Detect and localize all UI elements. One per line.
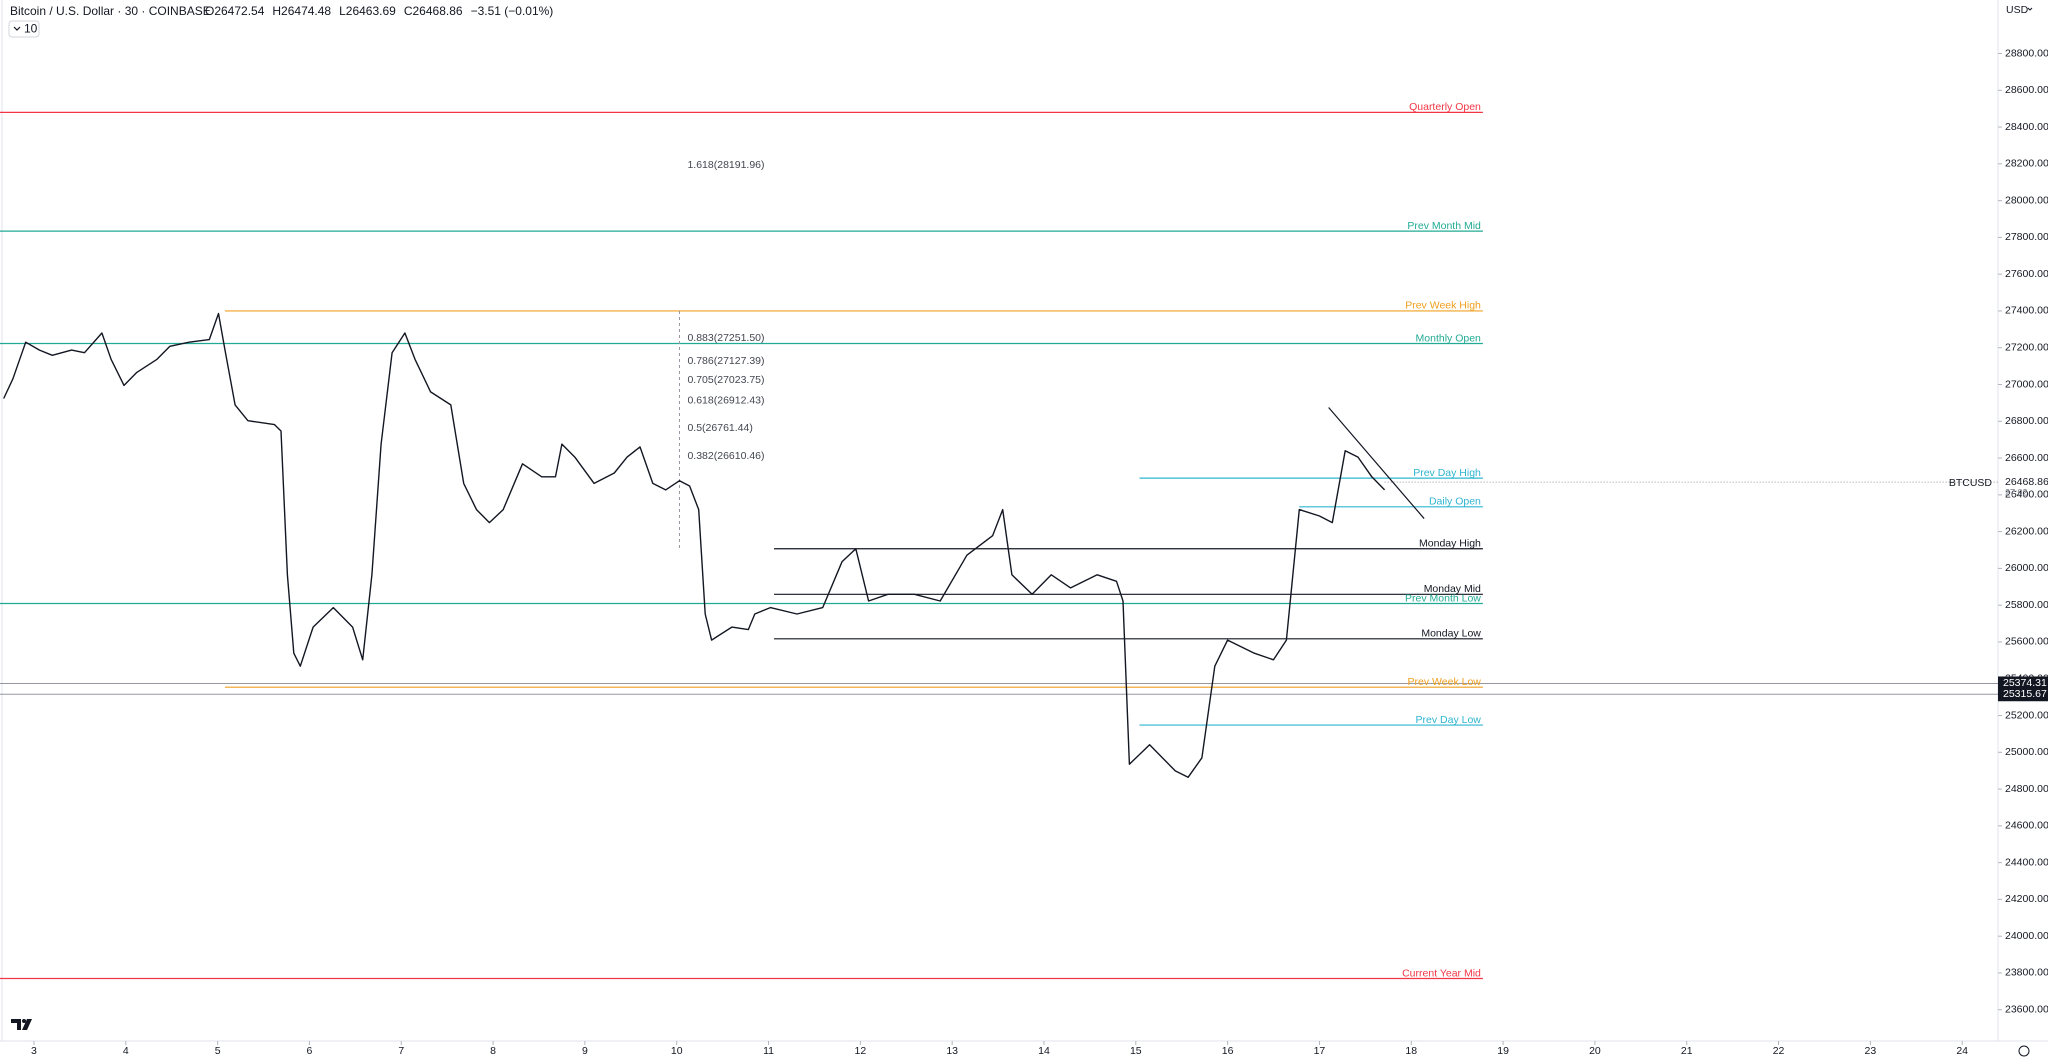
x-tick-label: 22 <box>1773 1045 1785 1057</box>
x-tick-label: 18 <box>1405 1045 1417 1057</box>
symbol-title: Bitcoin / U.S. Dollar · 30 · COINBASE <box>10 4 211 18</box>
y-tick-label: 24400.00 <box>2005 856 2048 868</box>
symbol-label: BTCUSD <box>1949 477 1993 489</box>
y-tick-label: 27600.00 <box>2005 268 2048 280</box>
price-series <box>3 312 1386 778</box>
y-tick-label: 24800.00 <box>2005 783 2048 795</box>
ohlc-value: H26474.48 <box>272 4 331 18</box>
x-tick-label: 13 <box>946 1045 958 1057</box>
level-label: Prev Day Low <box>1416 714 1482 726</box>
price-tag-box <box>1998 687 2048 702</box>
y-tick-label: 24600.00 <box>2005 820 2048 832</box>
x-tick-label: 11 <box>763 1045 774 1057</box>
y-tick-label: 28600.00 <box>2005 84 2048 96</box>
level-label: Prev Week High <box>1405 300 1481 312</box>
y-tick-label: 28800.00 <box>2005 47 2048 59</box>
x-tick-label: 15 <box>1130 1045 1142 1057</box>
x-tick-label: 23 <box>1865 1045 1877 1057</box>
y-tick-label: 27400.00 <box>2005 305 2048 317</box>
level-label: Daily Open <box>1429 496 1481 508</box>
y-tick-label: 28400.00 <box>2005 121 2048 133</box>
y-tick-label: 24200.00 <box>2005 893 2048 905</box>
x-tick-label: 9 <box>582 1045 588 1057</box>
fib-label: 0.5(26761.44) <box>687 422 752 434</box>
logo-shape <box>11 1019 32 1030</box>
x-tick-label: 14 <box>1038 1045 1050 1057</box>
ohlc-value: O26472.54 <box>205 4 265 18</box>
y-tick-label: 23600.00 <box>2005 1004 2048 1016</box>
fib-label: 0.786(27127.39) <box>687 355 764 367</box>
x-tick-label: 5 <box>215 1045 221 1057</box>
trendline <box>1328 407 1425 519</box>
y-tick-label: 26800.00 <box>2005 415 2048 427</box>
level-label: Prev Month Mid <box>1407 220 1481 232</box>
y-tick-label: 27000.00 <box>2005 378 2048 390</box>
y-tick-label: 26000.00 <box>2005 562 2048 574</box>
indicator-count[interactable]: 10 <box>24 22 38 36</box>
fib-label: 1.618(28191.96) <box>687 159 764 171</box>
level-label: Monday Low <box>1421 628 1481 640</box>
level-label: Monday Mid <box>1424 583 1481 595</box>
x-tick-label: 3 <box>31 1045 37 1057</box>
last-price-label: 26468.86 <box>2005 476 2048 488</box>
currency-chevron <box>2027 7 2033 11</box>
settings-icon[interactable] <box>2018 1045 2030 1057</box>
y-tick-label: 26200.00 <box>2005 525 2048 537</box>
y-tick-label: 28000.00 <box>2005 194 2048 206</box>
fib-label: 0.883(27251.50) <box>687 332 764 344</box>
level-label: Current Year Mid <box>1402 967 1481 979</box>
ohlc-value: −3.51 (−0.01%) <box>471 4 554 18</box>
y-tick-label: 23800.00 <box>2005 967 2048 979</box>
ohlc-value: L26463.69 <box>339 4 396 18</box>
currency-selector[interactable]: USD <box>2006 4 2029 16</box>
x-tick-label: 10 <box>671 1045 683 1057</box>
fib-label: 0.618(26912.43) <box>687 394 764 406</box>
level-label: Prev Week Low <box>1408 676 1482 688</box>
level-label: Monthly Open <box>1416 332 1482 344</box>
y-tick-label: 28200.00 <box>2005 158 2048 170</box>
price-tag-label: 25315.67 <box>2003 688 2047 700</box>
fib-label: 0.382(26610.46) <box>687 450 764 462</box>
y-tick-label: 26400.00 <box>2005 489 2048 501</box>
level-label: Quarterly Open <box>1409 101 1481 113</box>
level-label: Prev Month Low <box>1405 592 1481 604</box>
tradingview-logo <box>11 1019 32 1030</box>
ohlc-value: C26468.86 <box>404 4 463 18</box>
x-tick-label: 19 <box>1497 1045 1509 1057</box>
level-label: Prev Day High <box>1413 467 1481 479</box>
x-tick-label: 4 <box>123 1045 129 1057</box>
y-tick-label: 27800.00 <box>2005 231 2048 243</box>
level-label: Monday High <box>1419 538 1481 550</box>
logo-dot <box>22 1019 26 1023</box>
x-tick-label: 6 <box>307 1045 313 1057</box>
x-tick-label: 17 <box>1314 1045 1326 1057</box>
x-tick-label: 24 <box>1956 1045 1968 1057</box>
y-tick-label: 27200.00 <box>2005 342 2048 354</box>
x-tick-label: 8 <box>490 1045 496 1057</box>
y-tick-label: 25600.00 <box>2005 636 2048 648</box>
y-tick-label: 26600.00 <box>2005 452 2048 464</box>
countdown-label: 27:02 <box>2005 488 2028 498</box>
y-tick-label: 25800.00 <box>2005 599 2048 611</box>
chevron-icon <box>13 26 21 31</box>
x-tick-label: 16 <box>1222 1045 1234 1057</box>
y-tick-label: 25200.00 <box>2005 709 2048 721</box>
y-tick-label: 24000.00 <box>2005 930 2048 942</box>
price-tag-box <box>1998 676 2048 691</box>
fib-label: 0.705(27023.75) <box>687 374 764 386</box>
x-tick-label: 7 <box>398 1045 404 1057</box>
indicator-toggle[interactable] <box>8 20 40 38</box>
x-tick-label: 12 <box>855 1045 867 1057</box>
price-tag-label: 25374.31 <box>2003 677 2047 689</box>
x-tick-label: 20 <box>1589 1045 1601 1057</box>
x-tick-label: 21 <box>1681 1045 1693 1057</box>
y-tick-label: 25000.00 <box>2005 746 2048 758</box>
legend-header: Bitcoin / U.S. Dollar · 30 · COINBASE O2… <box>10 4 553 18</box>
